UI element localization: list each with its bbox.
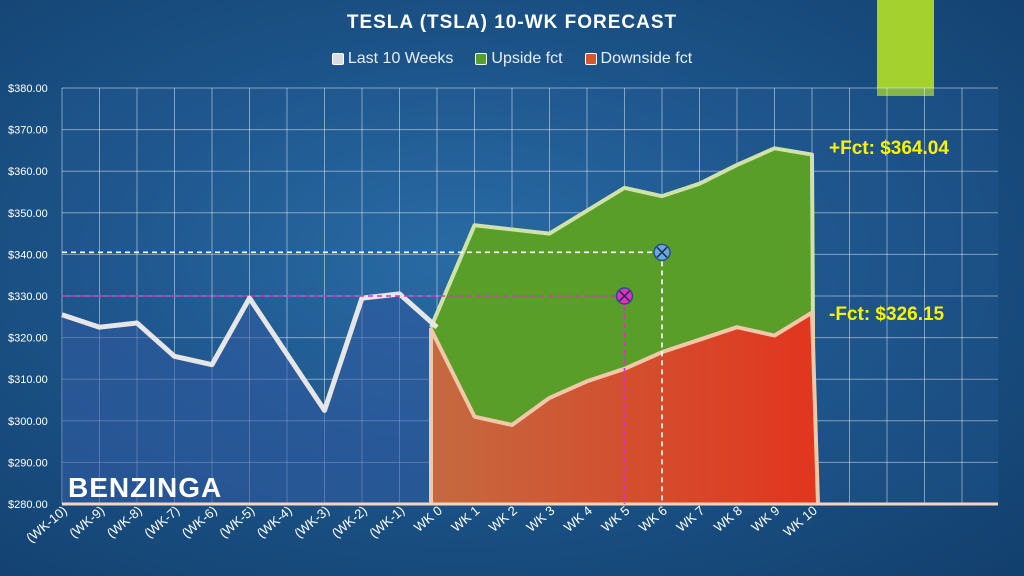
x-tick-label: WK 0 — [411, 503, 445, 535]
x-tick-label: WK 3 — [523, 503, 557, 535]
x-tick-label: (WK-5) — [216, 503, 257, 541]
x-tick-label: WK 1 — [448, 503, 482, 535]
downside-target-marker-cross — [618, 290, 631, 302]
x-tick-label: (WK-9) — [66, 503, 107, 541]
downside-forecast-label: -Fct: $326.15 — [829, 304, 945, 325]
upside-forecast-label: +Fct: $364.04 — [829, 138, 949, 159]
legend-item-upside: Upside fct — [475, 50, 563, 68]
y-tick-label: $370.00 — [8, 125, 48, 137]
legend-label-upside: Upside fct — [491, 50, 563, 67]
chart-title: TESLA (TSLA) 10-WK FORECAST — [346, 12, 678, 33]
benzinga-logo: BENZINGA — [68, 472, 223, 503]
last-10-weeks-line — [61, 291, 439, 413]
legend-swatch-last-10-weeks — [331, 53, 344, 65]
x-tick-label: (WK-6) — [179, 503, 220, 541]
x-tick-label: WK 6 — [636, 503, 670, 535]
x-tick-label: WK 7 — [673, 503, 707, 535]
x-tick-label: (WK-1) — [366, 503, 407, 541]
y-tick-label: $380.00 — [8, 83, 48, 95]
y-tick-label: $330.00 — [8, 291, 48, 303]
accent-rectangle — [877, 0, 934, 96]
y-tick-label: $320.00 — [8, 333, 48, 345]
x-tick-label: (WK-2) — [329, 503, 370, 541]
x-tick-label: (WK-7) — [141, 503, 182, 541]
x-tick-label: WK 2 — [486, 503, 520, 535]
x-tick-label: WK 8 — [711, 503, 745, 535]
upside-target-marker-cross — [656, 246, 668, 258]
legend-label-last-10-weeks: Last 10 Weeks — [347, 50, 454, 67]
x-tick-label: WK 4 — [561, 503, 595, 535]
legend-label-downside: Downside fct — [600, 50, 693, 67]
x-tick-label: WK 5 — [598, 503, 632, 535]
legend-swatch-downside — [584, 53, 597, 65]
legend-item-last-10-weeks: Last 10 Weeks — [331, 50, 454, 68]
x-tick-label: WK 9 — [748, 503, 782, 535]
y-tick-label: $280.00 — [8, 499, 48, 511]
x-tick-label: (WK-4) — [254, 503, 295, 541]
x-tick-label: WK 10 — [780, 503, 820, 540]
y-tick-label: $360.00 — [8, 166, 48, 178]
upside-forecast-area — [431, 148, 812, 425]
x-tick-label: (WK-8) — [104, 503, 145, 541]
x-tick-label: (WK-3) — [291, 503, 332, 541]
y-tick-label: $300.00 — [8, 416, 48, 428]
chart-legend: Last 10 Weeks Upside fct Downside fct — [0, 50, 1024, 68]
y-tick-label: $290.00 — [8, 457, 48, 469]
legend-swatch-upside — [475, 53, 488, 65]
upside-forecast-line — [429, 146, 816, 505]
last-10-weeks-area — [62, 293, 437, 504]
y-tick-label: $350.00 — [8, 208, 48, 220]
y-tick-label: $340.00 — [8, 249, 48, 261]
y-tick-label: $310.00 — [8, 374, 48, 386]
legend-item-downside: Downside fct — [584, 50, 693, 68]
